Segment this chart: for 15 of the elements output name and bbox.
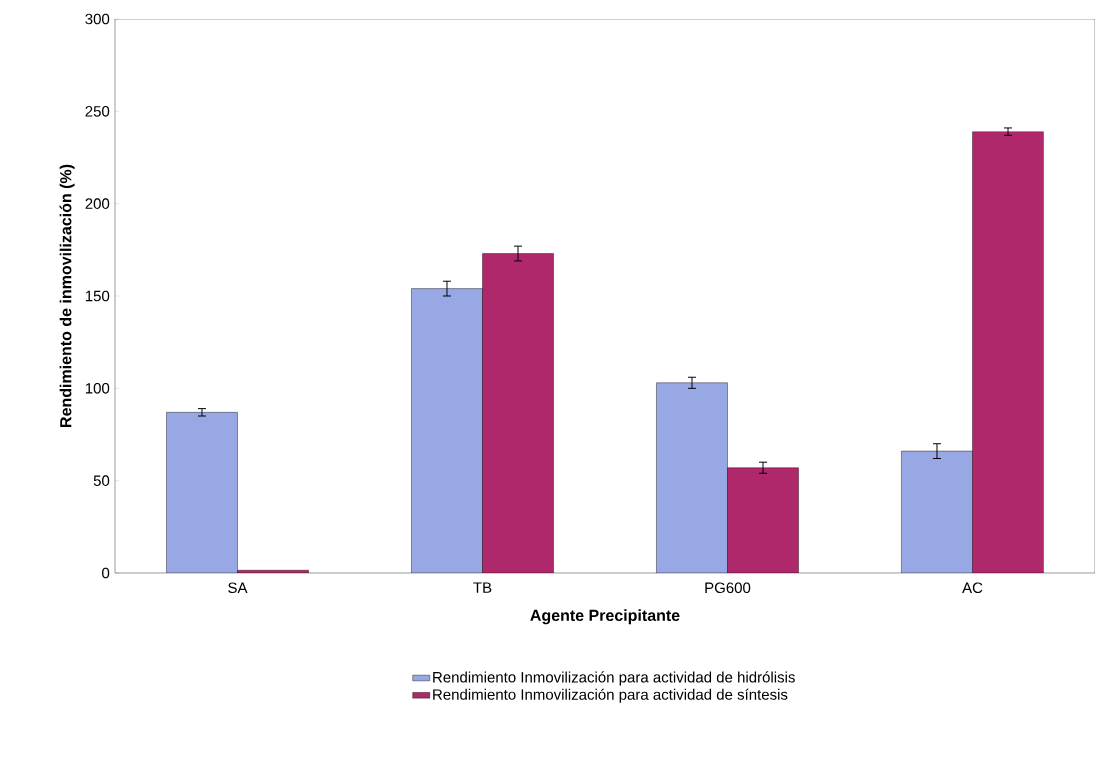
x-tick-label: SA [228, 582, 248, 594]
y-tick-label: 50 [93, 475, 110, 486]
y-tick-label: 300 [85, 13, 110, 25]
y-tick-label: 250 [85, 106, 110, 117]
y-tick-label: 150 [85, 290, 110, 302]
legend-label: Rendimiento Inmovilización para actividad de síntesis [433, 688, 788, 703]
y-tick-label: 200 [85, 198, 110, 209]
x-axis-title: Agente Precipitante [530, 609, 680, 625]
x-tick-label: AC [962, 582, 983, 594]
legend-label: Rendimiento Inmovilización para actividad de hidrólisis [433, 671, 795, 686]
x-tick-label: TB [473, 582, 492, 593]
y-tick-label: 100 [85, 383, 110, 394]
y-tick-label: 0 [102, 567, 110, 579]
x-tick-label: PG600 [705, 582, 751, 594]
y-axis-title: Rendimiento de inmovilización (%) [59, 164, 75, 427]
